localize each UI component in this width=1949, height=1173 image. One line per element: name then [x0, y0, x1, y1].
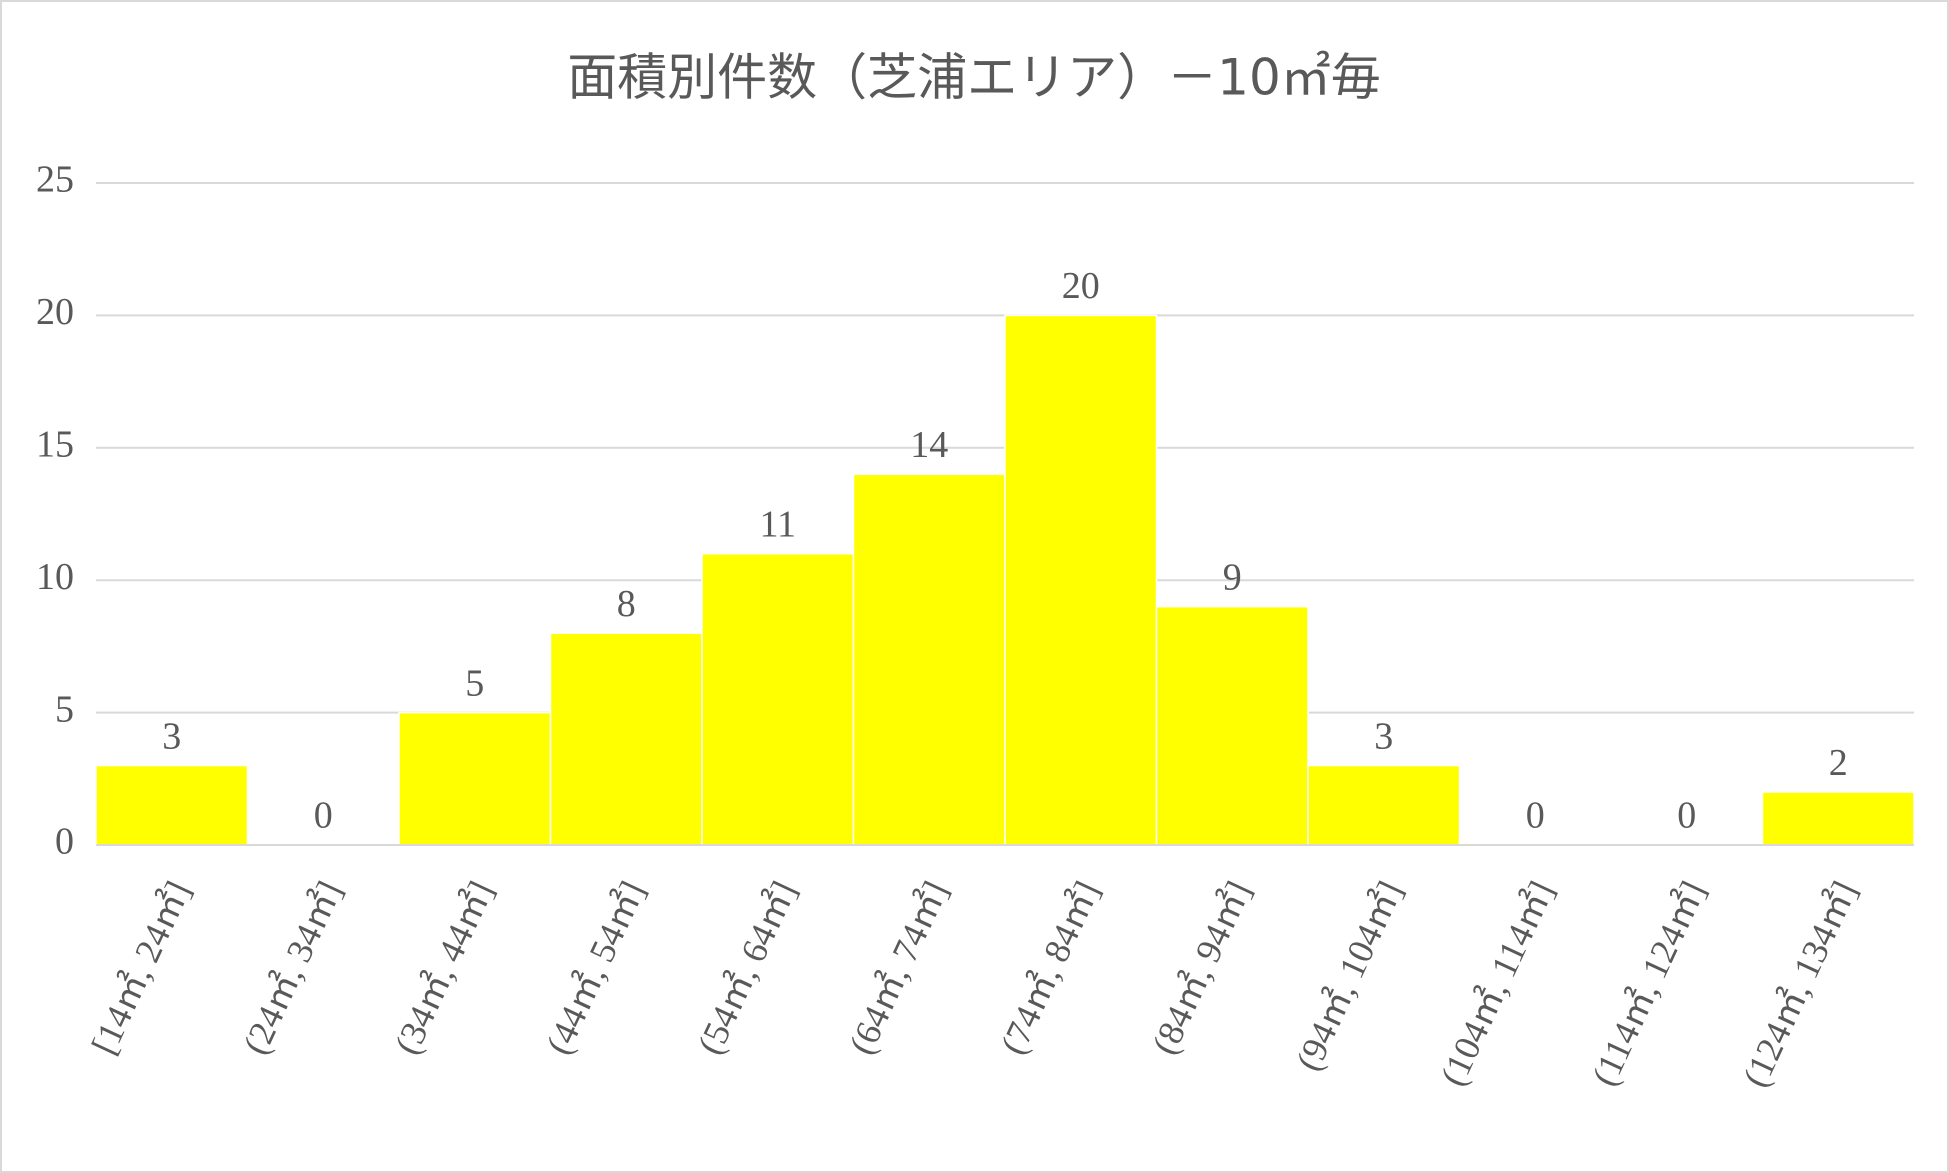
y-tick-label: 20 — [36, 291, 74, 333]
bar — [1307, 764, 1461, 846]
data-label: 0 — [1526, 795, 1545, 837]
data-label: 3 — [1374, 715, 1393, 757]
y-tick-label: 10 — [36, 556, 74, 598]
chart-title: 面積別件数（芝浦エリア）－10㎡毎 — [567, 49, 1381, 107]
bar — [1155, 605, 1309, 846]
bar — [398, 711, 552, 846]
bar — [1004, 314, 1158, 846]
y-tick-label: 5 — [55, 688, 74, 730]
data-label: 11 — [759, 503, 796, 545]
bar — [852, 473, 1006, 846]
data-label: 0 — [1677, 795, 1696, 837]
bar — [701, 552, 855, 846]
data-label: 5 — [465, 662, 484, 704]
y-tick-label: 0 — [55, 821, 74, 863]
data-label: 9 — [1223, 556, 1242, 598]
bar — [1761, 791, 1915, 846]
bar — [549, 632, 703, 846]
data-label: 8 — [617, 583, 636, 625]
data-label: 3 — [162, 715, 181, 757]
data-label: 20 — [1062, 265, 1100, 307]
data-label: 2 — [1829, 742, 1848, 784]
y-tick-label: 15 — [36, 424, 74, 466]
y-tick-label: 25 — [36, 159, 74, 201]
data-label: 0 — [314, 795, 333, 837]
data-label: 14 — [910, 424, 948, 466]
bar — [95, 764, 249, 846]
